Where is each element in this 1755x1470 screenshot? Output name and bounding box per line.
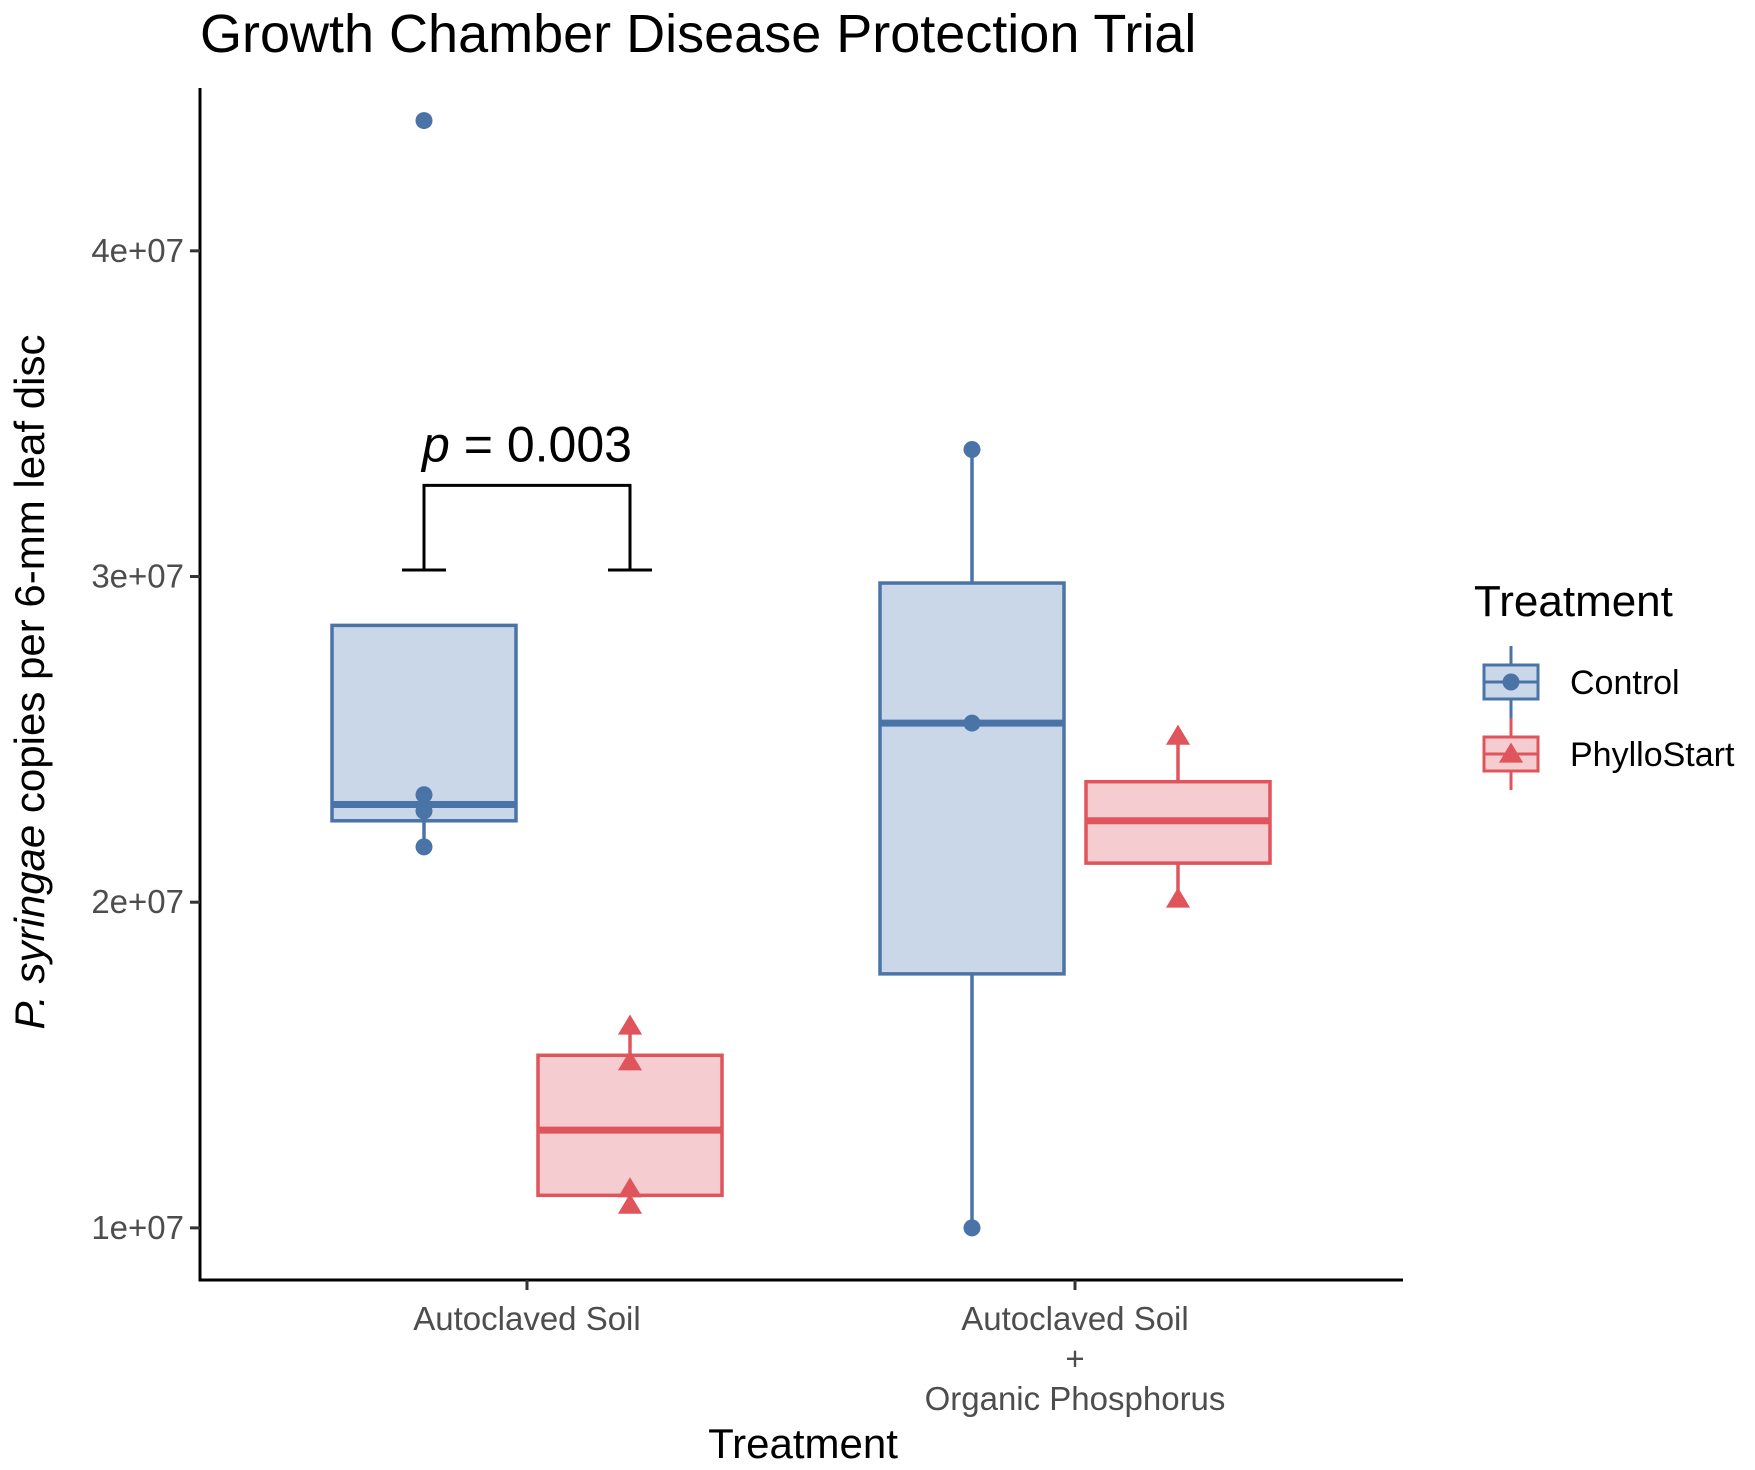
data-point (617, 1014, 643, 1035)
legend-entry-phyllostart: PhylloStart (1482, 718, 1735, 790)
data-point (415, 786, 433, 804)
y-axis-title: P. syringae copies per 6-mm leaf disc (6, 335, 53, 1030)
y-axis-title-italic: P. syringae (6, 825, 53, 1030)
p-value-label: p = 0.003 (420, 416, 632, 472)
data-point (617, 1193, 643, 1214)
data-point (963, 714, 981, 732)
legend-entry-control: Control (1482, 646, 1680, 718)
box-body (536, 1053, 724, 1198)
x-tick-label-line: Autoclaved Soil (961, 1300, 1188, 1337)
significance-bracket: p = 0.003 (402, 416, 652, 572)
box-phyllostart-0 (536, 1014, 724, 1214)
chart-title: Growth Chamber Disease Protection Trial (200, 4, 1196, 64)
box-body (878, 581, 1066, 976)
plot-area: p = 0.003 (330, 112, 1272, 1237)
y-tick-label: 3e+07 (91, 558, 184, 595)
legend-label: Control (1570, 664, 1680, 702)
box-body (330, 623, 518, 823)
p-value-italic: p (420, 416, 450, 472)
legend-title: Treatment (1474, 577, 1673, 626)
legend-label: PhylloStart (1570, 736, 1735, 774)
data-point (617, 1050, 643, 1071)
x-tick-label-line: Autoclaved Soil (413, 1300, 640, 1337)
data-point (415, 838, 433, 856)
y-tick-label: 1e+07 (91, 1209, 184, 1246)
x-tick-label-line: + (1065, 1340, 1084, 1377)
p-value-text: = 0.003 (450, 416, 632, 472)
data-point (963, 1219, 981, 1237)
x-tick-label-line: Organic Phosphorus (925, 1380, 1226, 1417)
legend-triangle-marker (1498, 742, 1524, 763)
data-point (415, 802, 433, 820)
y-tick-label: 4e+07 (91, 232, 184, 269)
bracket-line (422, 483, 632, 571)
x-axis-title: Treatment (708, 1420, 898, 1467)
data-point (415, 112, 433, 130)
box-control-0 (330, 112, 518, 856)
data-point (963, 441, 981, 459)
box-control-1 (878, 441, 1066, 1237)
y-axis-title-rest: copies per 6-mm leaf disc (6, 335, 53, 825)
data-point (1165, 724, 1191, 745)
box-phyllostart-1 (1084, 724, 1272, 908)
data-point (617, 1177, 643, 1198)
legend: Treatment Control PhylloStart (1474, 577, 1735, 790)
y-tick-label: 2e+07 (91, 883, 184, 920)
data-point (1165, 887, 1191, 908)
legend-circle-marker (1502, 673, 1520, 691)
x-tick-label: Autoclaved Soil + Organic Phosphorus (925, 1300, 1226, 1417)
x-tick-label: Autoclaved Soil (413, 1300, 640, 1337)
